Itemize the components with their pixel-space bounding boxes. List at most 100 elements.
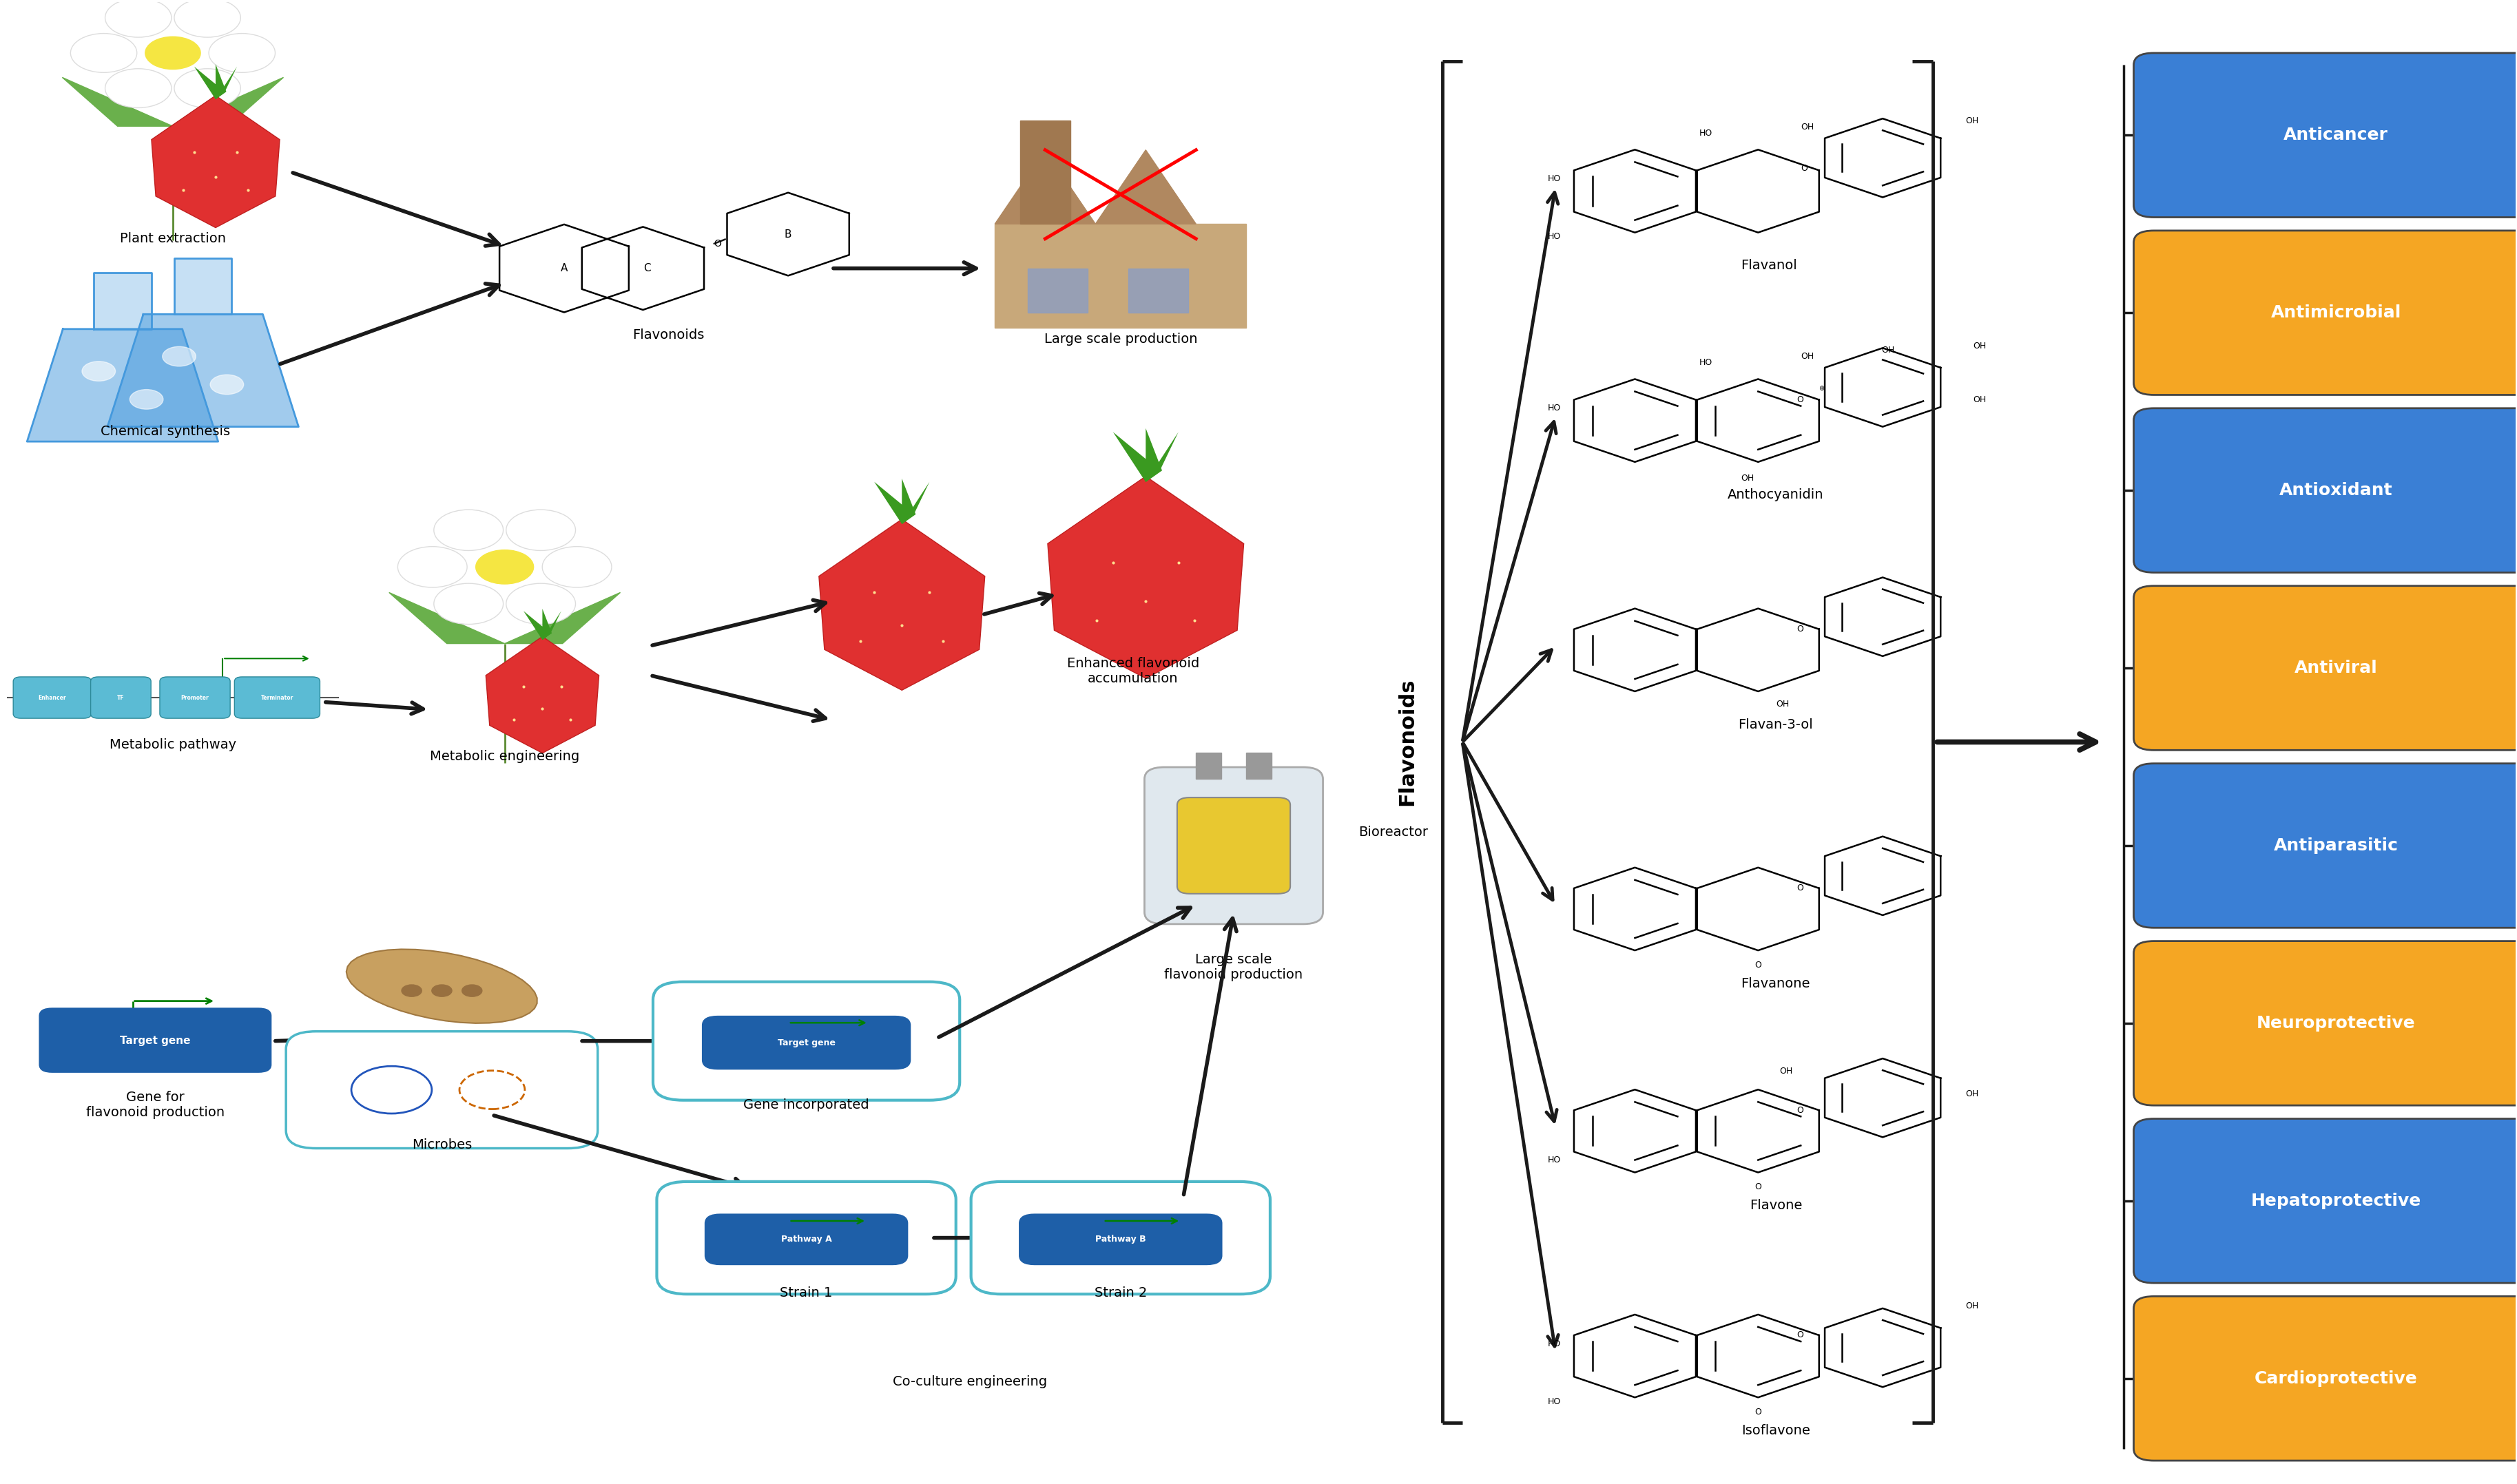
Text: Cardioprotective: Cardioprotective — [2253, 1370, 2416, 1386]
Polygon shape — [901, 478, 916, 524]
FancyBboxPatch shape — [1178, 797, 1289, 893]
FancyBboxPatch shape — [657, 1181, 956, 1294]
Circle shape — [106, 68, 171, 108]
Text: Anticancer: Anticancer — [2283, 126, 2389, 144]
Text: O: O — [1797, 1106, 1802, 1114]
Polygon shape — [63, 77, 174, 126]
Text: Flavanone: Flavanone — [1742, 976, 1810, 990]
Text: HO: HO — [1548, 404, 1561, 413]
FancyBboxPatch shape — [159, 677, 229, 718]
Text: O: O — [1797, 625, 1802, 634]
Polygon shape — [174, 77, 284, 126]
Polygon shape — [1019, 120, 1070, 224]
Polygon shape — [1128, 269, 1188, 313]
Text: Pathway A: Pathway A — [780, 1235, 831, 1244]
Polygon shape — [1246, 752, 1271, 779]
Polygon shape — [216, 67, 237, 99]
FancyBboxPatch shape — [287, 1031, 597, 1149]
Circle shape — [476, 551, 534, 585]
Polygon shape — [194, 67, 224, 99]
Text: Flavan-3-ol: Flavan-3-ol — [1737, 718, 1812, 732]
Polygon shape — [1113, 432, 1160, 482]
Text: O: O — [1800, 163, 1807, 172]
Text: HO: HO — [1548, 1339, 1561, 1347]
Polygon shape — [524, 611, 551, 640]
Text: Co-culture engineering: Co-culture engineering — [894, 1374, 1047, 1388]
Text: Bioreactor: Bioreactor — [1357, 825, 1427, 838]
Circle shape — [174, 68, 242, 108]
Text: OH: OH — [1973, 395, 1986, 404]
Text: OH: OH — [1966, 116, 1978, 125]
Polygon shape — [1047, 476, 1243, 678]
Text: HO: HO — [1699, 129, 1712, 138]
Text: OH: OH — [1880, 346, 1895, 355]
Text: OH: OH — [1966, 1301, 1978, 1310]
Text: Chemical synthesis: Chemical synthesis — [101, 424, 229, 438]
Polygon shape — [901, 482, 929, 524]
Text: Pathway B: Pathway B — [1095, 1235, 1145, 1244]
FancyBboxPatch shape — [2132, 763, 2517, 928]
Circle shape — [433, 509, 503, 551]
Circle shape — [506, 509, 576, 551]
Circle shape — [433, 985, 451, 997]
Text: Gene incorporated: Gene incorporated — [743, 1098, 868, 1112]
Circle shape — [403, 985, 423, 997]
Polygon shape — [486, 637, 599, 752]
Text: Gene for
flavonoid production: Gene for flavonoid production — [86, 1091, 224, 1119]
Text: O: O — [1754, 1183, 1762, 1192]
Polygon shape — [151, 95, 279, 227]
Circle shape — [398, 546, 468, 588]
Text: Strain 1: Strain 1 — [780, 1287, 833, 1298]
Polygon shape — [174, 258, 232, 315]
Polygon shape — [108, 315, 300, 427]
Polygon shape — [818, 519, 984, 690]
Text: HO: HO — [1548, 174, 1561, 183]
Text: TF: TF — [118, 695, 123, 700]
Circle shape — [83, 362, 116, 381]
Circle shape — [433, 583, 503, 625]
FancyBboxPatch shape — [91, 677, 151, 718]
Text: ⊕: ⊕ — [1817, 384, 1825, 392]
FancyBboxPatch shape — [1019, 1214, 1221, 1264]
Text: HO: HO — [1699, 358, 1712, 367]
Text: OH: OH — [1800, 122, 1815, 131]
FancyBboxPatch shape — [2132, 1297, 2517, 1460]
Text: Flavone: Flavone — [1749, 1199, 1802, 1212]
Circle shape — [541, 546, 612, 588]
Text: C: C — [644, 263, 649, 273]
Text: Anthocyanidin: Anthocyanidin — [1727, 488, 1822, 502]
Text: OH: OH — [1780, 1067, 1792, 1076]
Polygon shape — [994, 150, 1095, 224]
Text: Neuroprotective: Neuroprotective — [2255, 1015, 2414, 1031]
Text: Metabolic engineering: Metabolic engineering — [430, 751, 579, 763]
Text: Antiparasitic: Antiparasitic — [2273, 837, 2399, 853]
Polygon shape — [390, 592, 503, 644]
Text: Enhancer: Enhancer — [38, 695, 65, 700]
Text: O: O — [1797, 1331, 1802, 1340]
Text: Promoter: Promoter — [181, 695, 209, 700]
Text: OH: OH — [1774, 699, 1790, 708]
Text: Antimicrobial: Antimicrobial — [2270, 304, 2401, 321]
Text: O: O — [1754, 960, 1762, 969]
Polygon shape — [1145, 432, 1178, 482]
FancyBboxPatch shape — [652, 982, 959, 1100]
Text: Antioxidant: Antioxidant — [2278, 482, 2391, 499]
FancyBboxPatch shape — [2132, 408, 2517, 573]
Text: OH: OH — [1739, 473, 1754, 482]
Circle shape — [461, 985, 481, 997]
Circle shape — [506, 583, 576, 625]
Text: Large scale
flavonoid production: Large scale flavonoid production — [1165, 953, 1304, 981]
Text: HO: HO — [1548, 232, 1561, 240]
Polygon shape — [994, 224, 1246, 328]
Polygon shape — [347, 950, 536, 1022]
FancyBboxPatch shape — [2132, 1119, 2517, 1284]
Polygon shape — [873, 482, 914, 524]
Circle shape — [174, 0, 242, 37]
Text: Strain 2: Strain 2 — [1095, 1287, 1148, 1298]
FancyBboxPatch shape — [2132, 941, 2517, 1106]
FancyBboxPatch shape — [705, 1214, 906, 1264]
Text: A: A — [561, 263, 566, 273]
Text: Hepatoprotective: Hepatoprotective — [2250, 1193, 2421, 1209]
Text: Antiviral: Antiviral — [2293, 660, 2376, 677]
Text: Terminator: Terminator — [262, 695, 294, 700]
